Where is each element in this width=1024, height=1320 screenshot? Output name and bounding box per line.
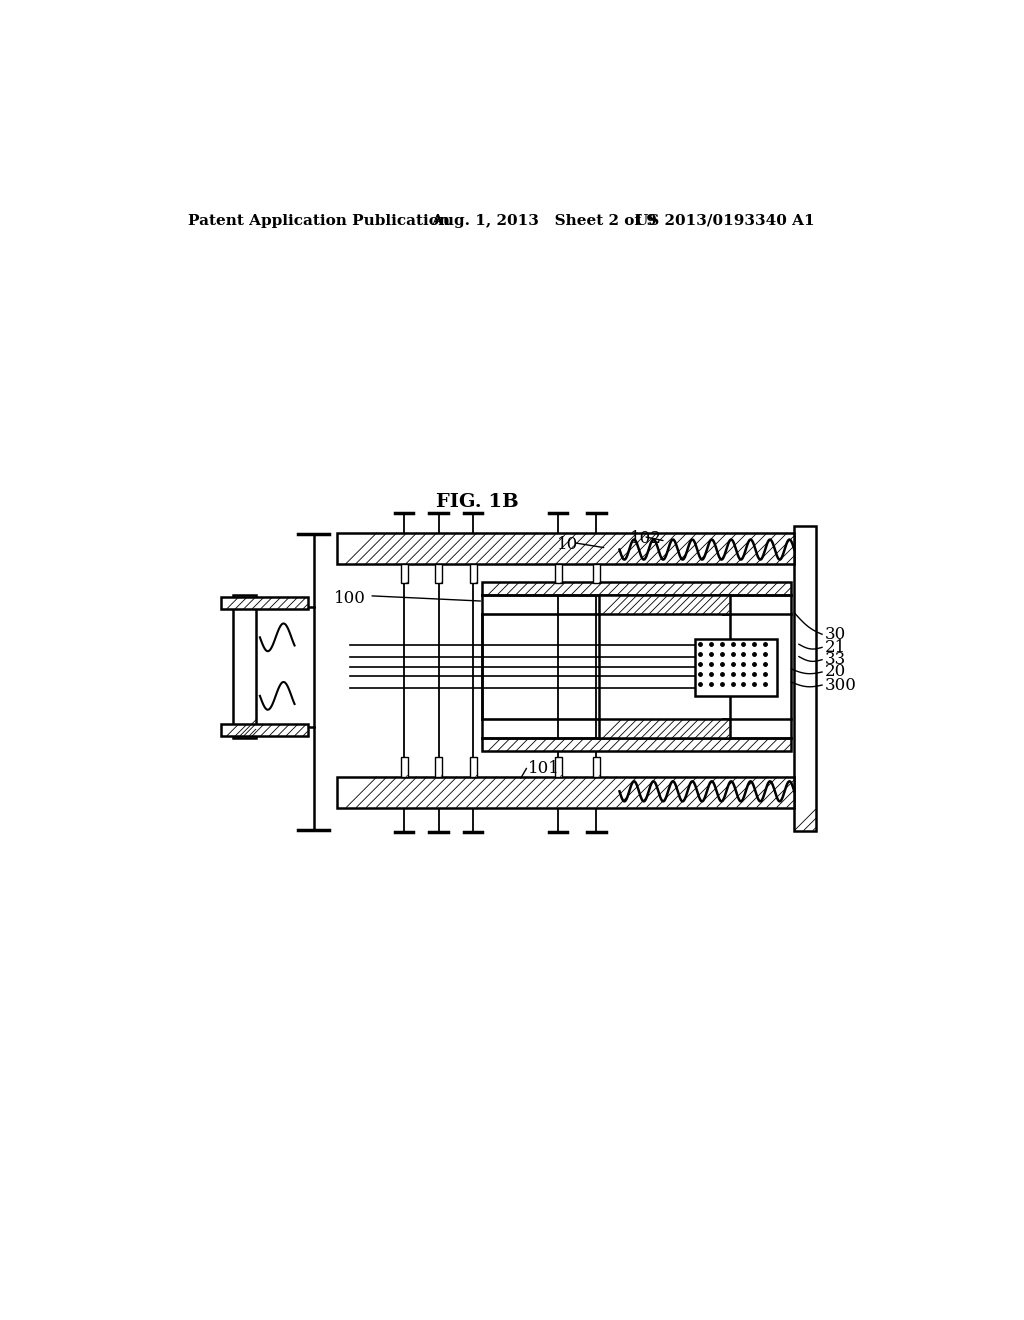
Bar: [221, 725, 307, 737]
Bar: [593, 564, 600, 583]
Bar: [470, 758, 477, 776]
Text: 21: 21: [825, 639, 847, 656]
Bar: [795, 525, 816, 830]
Bar: [337, 532, 795, 564]
Bar: [470, 564, 477, 583]
Bar: [400, 564, 408, 583]
Bar: [695, 639, 777, 696]
Text: 20: 20: [825, 664, 847, 681]
Bar: [435, 758, 442, 776]
Text: Aug. 1, 2013   Sheet 2 of 9: Aug. 1, 2013 Sheet 2 of 9: [431, 214, 656, 228]
Bar: [555, 564, 562, 583]
Text: 102: 102: [630, 531, 662, 548]
Bar: [482, 582, 792, 595]
Text: 30: 30: [825, 626, 847, 643]
Bar: [555, 758, 562, 776]
Bar: [482, 738, 792, 751]
Text: FIG. 1B: FIG. 1B: [435, 494, 518, 511]
Text: 101: 101: [528, 760, 560, 776]
Text: 100: 100: [334, 590, 366, 607]
Text: 33: 33: [825, 651, 847, 668]
Bar: [435, 564, 442, 583]
Text: US 2013/0193340 A1: US 2013/0193340 A1: [635, 214, 814, 228]
Bar: [599, 595, 730, 614]
Bar: [599, 719, 730, 738]
Bar: [593, 758, 600, 776]
Bar: [221, 598, 307, 609]
Bar: [233, 595, 256, 738]
Bar: [337, 776, 795, 808]
Text: 300: 300: [825, 677, 857, 693]
Bar: [400, 758, 408, 776]
Text: 10: 10: [556, 536, 578, 553]
Text: Patent Application Publication: Patent Application Publication: [188, 214, 451, 228]
